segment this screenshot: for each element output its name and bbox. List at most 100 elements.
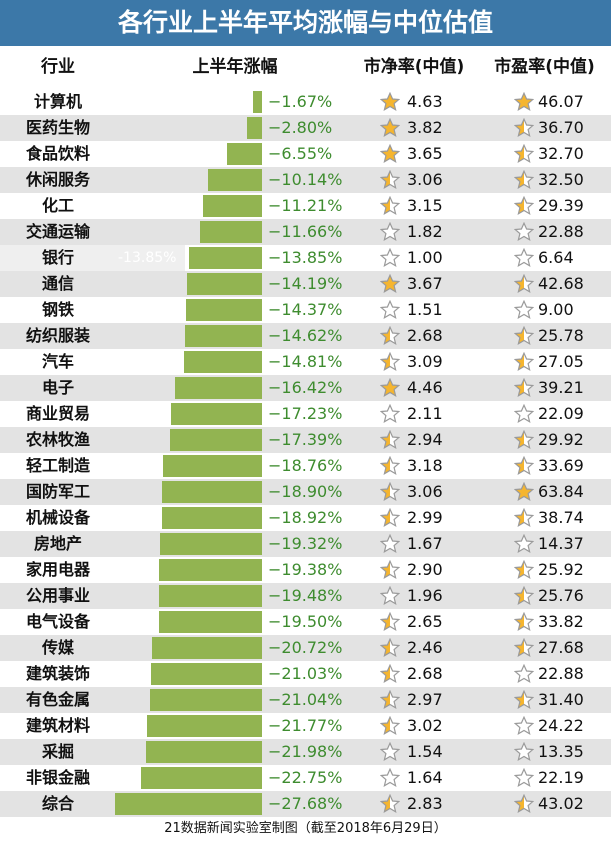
pe-value: 36.70 <box>538 118 584 137</box>
pb-star-icon <box>380 586 400 606</box>
change-bar <box>158 611 262 633</box>
table-row: 食品饮料 −6.55% 3.65 32.70 <box>0 141 611 167</box>
pe-star-icon <box>514 326 534 346</box>
change-value: −6.55% <box>268 144 333 163</box>
pb-value: 2.99 <box>407 508 443 527</box>
change-value: −14.19% <box>268 274 343 293</box>
pe-value: 33.69 <box>538 456 584 475</box>
change-value: −19.50% <box>268 612 343 631</box>
table-row: 电子 −16.42% 4.46 39.21 <box>0 375 611 401</box>
change-value: −22.75% <box>268 768 343 787</box>
change-bar <box>161 481 262 503</box>
pe-value: 39.21 <box>538 378 584 397</box>
change-bar <box>202 195 262 217</box>
change-value: −21.03% <box>268 664 343 683</box>
change-bar <box>186 273 262 295</box>
pb-star-icon <box>380 144 400 164</box>
change-bar <box>159 533 262 555</box>
table-row: 医药生物 −2.80% 3.82 36.70 <box>0 115 611 141</box>
pe-star-icon <box>514 586 534 606</box>
pb-value: 1.96 <box>407 586 443 605</box>
industry-label: 交通运输 <box>25 222 90 241</box>
pb-star-icon <box>380 352 400 372</box>
change-bar <box>161 507 262 529</box>
pe-value: 38.74 <box>538 508 584 527</box>
table-row: 非银金融 −22.75% 1.64 22.19 <box>0 765 611 791</box>
change-bar <box>115 793 262 815</box>
pe-star-icon <box>514 742 534 762</box>
change-bar <box>253 91 262 113</box>
change-value: −20.72% <box>268 638 343 657</box>
table-row: 公用事业 −19.48% 1.96 25.76 <box>0 583 611 609</box>
table-row: 农林牧渔 −17.39% 2.94 29.92 <box>0 427 611 453</box>
pb-star-icon <box>380 560 400 580</box>
ghost-label: -13.85% <box>118 250 177 266</box>
change-bar <box>174 377 262 399</box>
change-bar <box>188 247 262 269</box>
change-bar <box>152 637 262 659</box>
pb-star-icon <box>380 300 400 320</box>
pe-value: 63.84 <box>538 482 584 501</box>
chart-title: 各行业上半年平均涨幅与中位估值 <box>0 0 611 46</box>
highlight-band <box>0 245 185 271</box>
change-value: −19.38% <box>268 560 343 579</box>
table-row: 传媒 −20.72% 2.46 27.68 <box>0 635 611 661</box>
industry-label: 房地产 <box>33 534 82 553</box>
pe-star-icon <box>514 274 534 294</box>
pe-value: 33.82 <box>538 612 584 631</box>
pb-star-icon <box>380 482 400 502</box>
pb-star-icon <box>380 768 400 788</box>
table-row: 建筑装饰 −21.03% 2.68 22.88 <box>0 661 611 687</box>
pb-value: 2.46 <box>407 638 443 657</box>
table-row: 纺织服装 −14.62% 2.68 25.78 <box>0 323 611 349</box>
industry-label: 采掘 <box>41 742 74 761</box>
pb-star-icon <box>380 612 400 632</box>
pe-star-icon <box>514 456 534 476</box>
change-value: −21.98% <box>268 742 343 761</box>
table-row: 通信 −14.19% 3.67 42.68 <box>0 271 611 297</box>
pe-star-icon <box>514 612 534 632</box>
pe-value: 32.50 <box>538 170 584 189</box>
pb-star-icon <box>380 196 400 216</box>
pb-value: 1.64 <box>407 768 443 787</box>
industry-label: 综合 <box>41 794 74 813</box>
table-row: 商业贸易 −17.23% 2.11 22.09 <box>0 401 611 427</box>
industry-label: 非银金融 <box>25 768 90 787</box>
pe-star-icon <box>514 222 534 242</box>
industry-label: 银行 <box>41 248 74 267</box>
pb-star-icon <box>380 716 400 736</box>
pe-star-icon <box>514 196 534 216</box>
pb-star-icon <box>380 170 400 190</box>
table-row: 机械设备 −18.92% 2.99 38.74 <box>0 505 611 531</box>
change-value: −13.85% <box>268 248 343 267</box>
industry-label: 机械设备 <box>25 508 90 527</box>
change-value: −18.76% <box>268 456 343 475</box>
pe-star-icon <box>514 352 534 372</box>
change-value: −1.67% <box>268 92 333 111</box>
change-value: −14.81% <box>268 352 343 371</box>
pe-value: 14.37 <box>538 534 584 553</box>
pb-value: 2.68 <box>407 326 443 345</box>
pb-star-icon <box>380 248 400 268</box>
pe-value: 32.70 <box>538 144 584 163</box>
pb-value: 3.09 <box>407 352 443 371</box>
industry-label: 电气设备 <box>25 612 90 631</box>
change-bar <box>227 143 262 165</box>
table-row: 电气设备 −19.50% 2.65 33.82 <box>0 609 611 635</box>
pe-value: 27.68 <box>538 638 584 657</box>
change-value: −10.14% <box>268 170 343 189</box>
change-bar <box>247 117 262 139</box>
pe-value: 22.88 <box>538 664 584 683</box>
pe-star-icon <box>514 144 534 164</box>
pe-star-icon <box>514 118 534 138</box>
footer-note: 21数据新闻实验室制图（截至2018年6月29日） <box>164 821 447 836</box>
pe-value: 25.78 <box>538 326 584 345</box>
change-bar <box>184 325 262 347</box>
table-row: 计算机 −1.67% 4.63 46.07 <box>0 89 611 115</box>
pb-value: 2.68 <box>407 664 443 683</box>
pe-star-icon <box>514 300 534 320</box>
pe-star-icon <box>514 92 534 112</box>
pe-star-icon <box>514 170 534 190</box>
pb-value: 2.65 <box>407 612 443 631</box>
industry-label: 农林牧渔 <box>25 430 90 449</box>
